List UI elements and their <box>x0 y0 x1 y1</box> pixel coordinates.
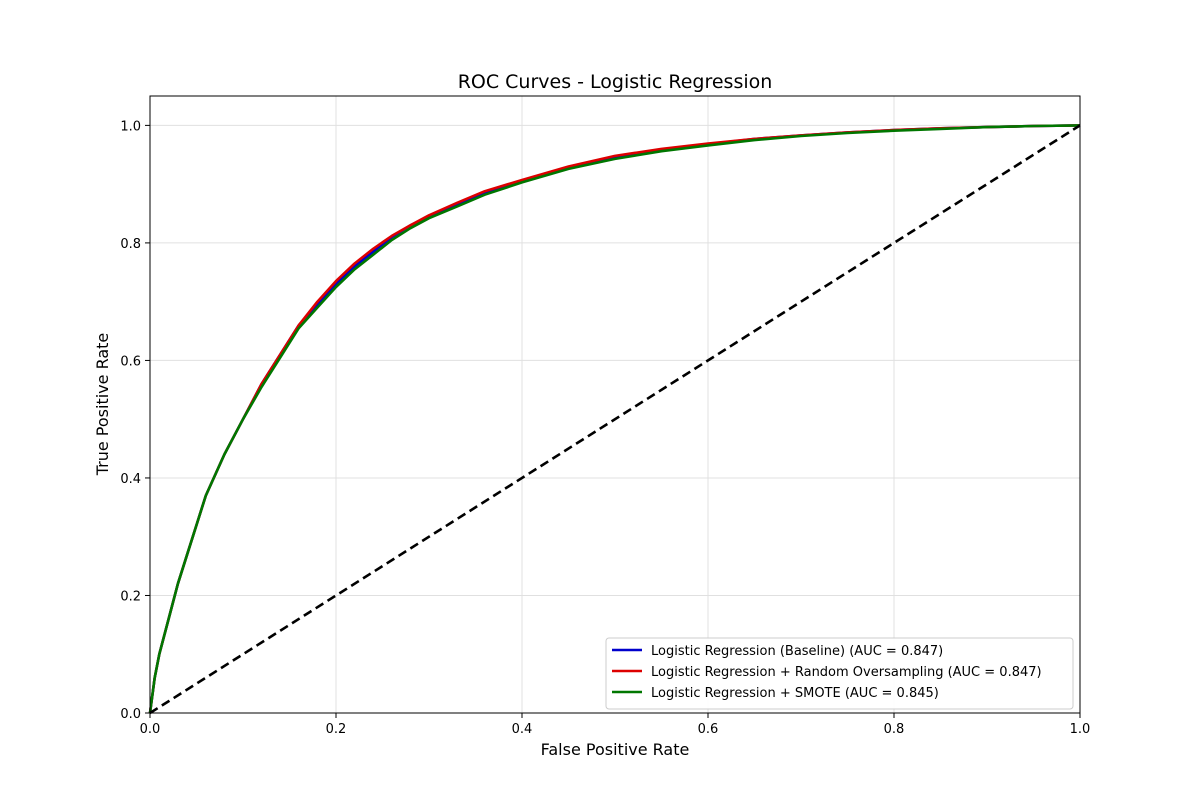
curves <box>148 124 1081 715</box>
x-tick-label: 0.4 <box>512 722 533 737</box>
reference-diagonal <box>149 124 1081 715</box>
y-tick-label: 0.2 <box>120 589 141 604</box>
x-tick-label: 0.2 <box>326 722 347 737</box>
grid <box>149 96 1081 714</box>
x-tick-label: 0.6 <box>698 722 719 737</box>
legend-label-3: Logistic Regression + SMOTE (AUC = 0.845… <box>651 686 939 701</box>
chart-title: ROC Curves - Logistic Regression <box>458 71 773 93</box>
y-tick-label: 0.4 <box>120 472 141 487</box>
legend-box <box>605 637 1074 710</box>
y-tick-label: 0.6 <box>120 354 141 369</box>
ticks: 0.0 0.2 0.4 0.6 0.8 1.0 0.0 0.2 0.4 0.6 0.8 1.0 <box>120 119 1090 737</box>
plot-frame <box>149 95 1081 714</box>
x-tick-label: 0.8 <box>884 722 905 737</box>
series-line-3 <box>148 124 1081 714</box>
legend: Logistic Regression (Baseline) (AUC = 0.… <box>605 637 1074 710</box>
x-tick-label: 0.0 <box>140 722 161 737</box>
y-tick-label: 1.0 <box>120 119 141 134</box>
x-axis-label: False Positive Rate <box>541 740 690 759</box>
legend-label-2: Logistic Regression + Random Oversamplin… <box>651 665 1042 680</box>
y-axis-label: True Positive Rate <box>93 333 112 477</box>
x-tick-label: 1.0 <box>1070 722 1091 737</box>
y-tick-label: 0.8 <box>120 237 141 252</box>
legend-label-1: Logistic Regression (Baseline) (AUC = 0.… <box>651 644 943 659</box>
y-tick-label: 0.0 <box>120 707 141 722</box>
